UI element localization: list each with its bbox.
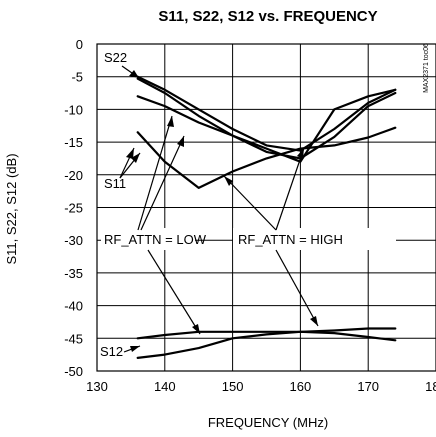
side-label: MAX2371 toc06 (423, 43, 430, 93)
y-tick-label: -15 (64, 135, 83, 150)
annotation-bg-low (101, 228, 195, 250)
y-tick-label: -5 (71, 70, 83, 85)
x-tick-label: 140 (154, 379, 176, 394)
leader-low-3 (147, 249, 201, 335)
y-tick-label: -40 (64, 299, 83, 314)
arrowhead-s11-a (126, 148, 134, 159)
arrowhead-high-2 (297, 148, 304, 159)
leader-high-2 (275, 147, 305, 231)
y-tick-label: -35 (64, 266, 83, 281)
x-tick-label: 180 (425, 379, 436, 394)
arrowhead-s11-b (131, 153, 140, 163)
arrowhead-high-3 (310, 316, 318, 326)
series-line-5 (136, 327, 397, 340)
x-axis-label: FREQUENCY (MHz) (208, 415, 328, 430)
arrowhead-low-1 (167, 116, 174, 127)
annotation-s11: S11 (104, 176, 126, 191)
annotation-rf-attn-high: RF_ATTN = HIGH (238, 232, 343, 247)
y-tick-label: -30 (64, 233, 83, 248)
arrowhead-high-1 (224, 176, 233, 186)
y-tick-label: -20 (64, 168, 83, 183)
arrowhead-s22 (129, 70, 139, 78)
annotation-s22: S22 (104, 50, 127, 65)
y-tick-label: -45 (64, 331, 83, 346)
y-tick-label: -10 (64, 102, 83, 117)
plot-frame (96, 43, 436, 372)
series-line-6 (136, 330, 397, 359)
y-tick-label: -25 (64, 201, 83, 216)
annotation-s12: S12 (100, 344, 123, 359)
y-tick-label: -50 (64, 364, 83, 379)
chart-title: S11, S22, S12 vs. FREQUENCY (158, 8, 377, 25)
leader-low-1 (137, 115, 173, 231)
leader-arrowheads (126, 70, 318, 352)
series-line-1 (136, 75, 397, 152)
arrowhead-low-3 (192, 324, 200, 334)
y-tick-labels: 0 -5 -10 -15 -20 -25 -30 -35 -40 -45 -50 (64, 37, 83, 379)
y-tick-label: 0 (76, 37, 83, 52)
x-tick-label: 130 (86, 379, 108, 394)
x-tick-label: 150 (222, 379, 244, 394)
leader-high-1 (223, 175, 277, 231)
y-axis-label: S11, S22, S12 (dB) (4, 153, 19, 264)
series-line-4 (136, 126, 397, 189)
x-tick-label: 160 (290, 379, 312, 394)
leader-low-2 (140, 135, 185, 231)
leader-high-3 (275, 249, 319, 327)
x-tick-label: 170 (357, 379, 379, 394)
series-group (136, 75, 397, 359)
series-line-3 (136, 88, 397, 163)
series-line-2 (136, 77, 397, 160)
annotation-bg-high (233, 228, 396, 250)
x-tick-labels: 130 140 150 160 170 180 (86, 379, 436, 394)
arrowhead-low-2 (177, 136, 184, 147)
arrowhead-s12 (130, 346, 140, 352)
annotation-rf-attn-low: RF_ATTN = LOW (104, 232, 207, 247)
